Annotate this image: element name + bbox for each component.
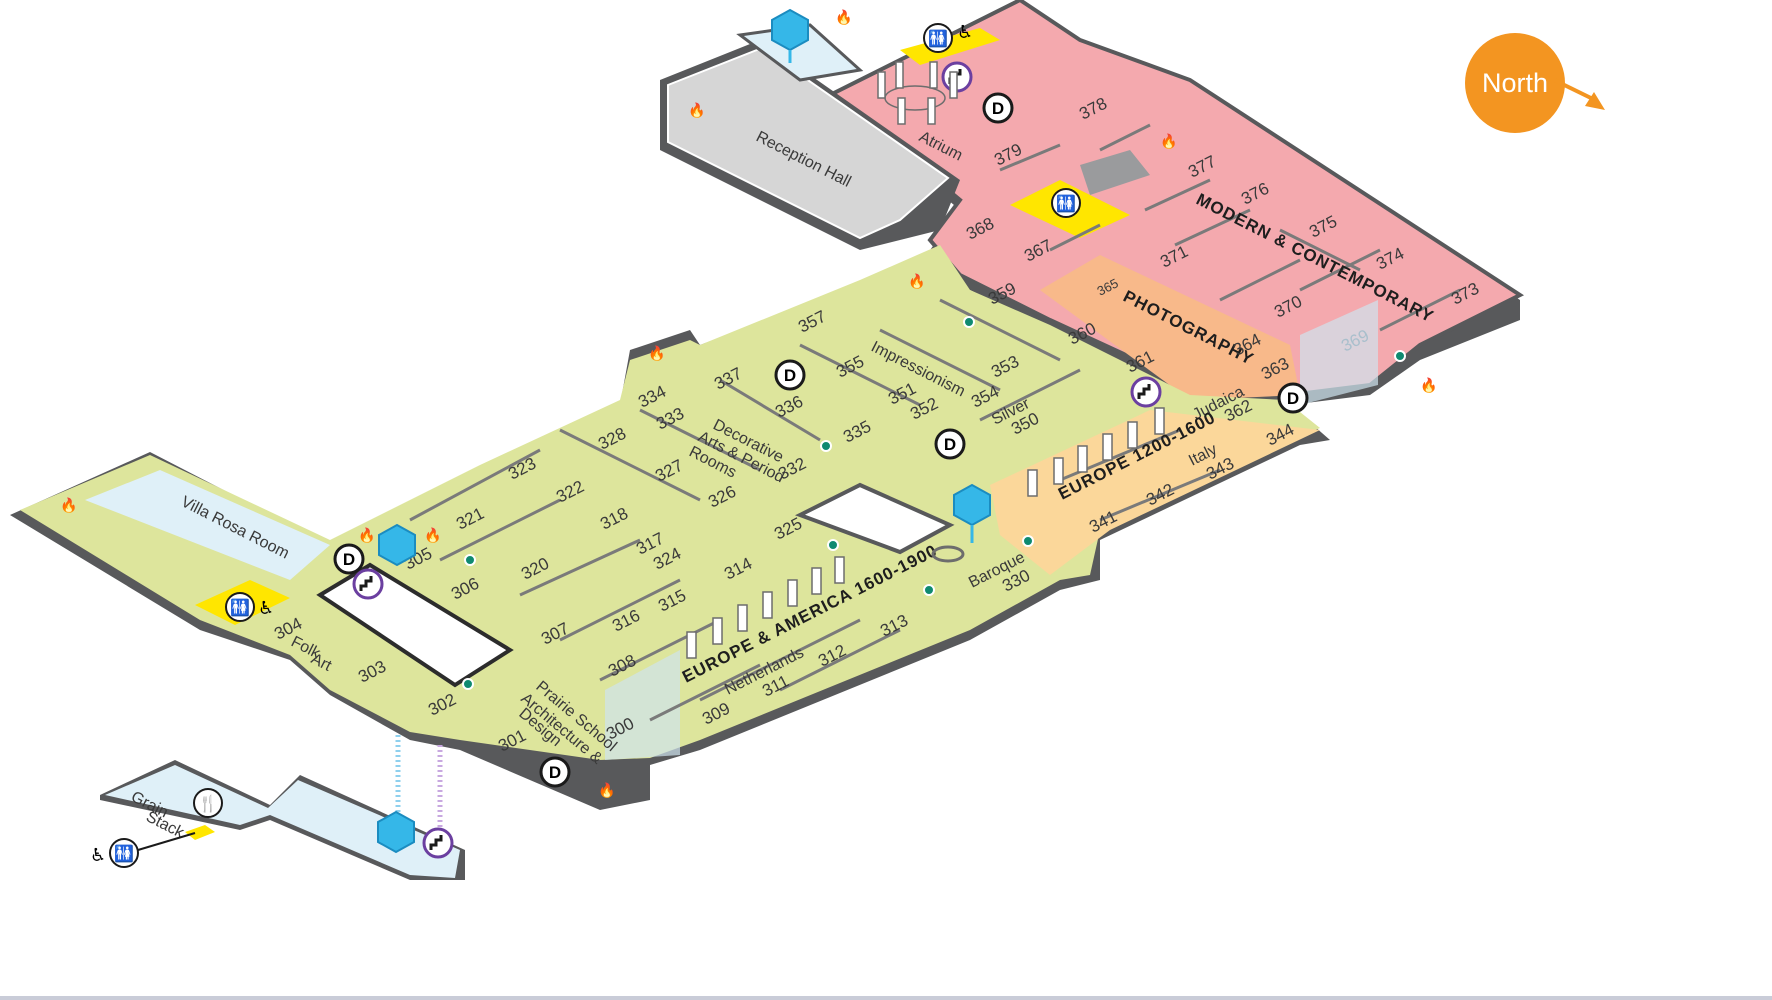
north-compass-badge: North (1465, 33, 1565, 133)
elevator-icons (377, 8, 991, 854)
elevator-icon[interactable] (377, 810, 415, 854)
svg-text:D: D (1287, 389, 1299, 408)
restroom-icons: 🚻 ♿ 🚻 🚻 ♿ 🚻 ♿ (90, 22, 1081, 868)
svg-text:D: D (992, 99, 1004, 118)
svg-text:🚻: 🚻 (928, 29, 948, 48)
svg-text:🍴: 🍴 (198, 794, 218, 813)
d-marker[interactable]: D (982, 92, 1014, 124)
restroom-icon[interactable]: 🚻 (923, 23, 953, 53)
svg-text:D: D (549, 763, 561, 782)
stairs-icon[interactable] (422, 827, 454, 859)
fire-icon: 🔥 (598, 782, 615, 799)
north-arrow-icon (1550, 78, 1605, 110)
glass-wall-300 (605, 650, 680, 760)
glass-wall-369 (1300, 300, 1378, 405)
europe-1200-zone (990, 410, 1320, 575)
reception-hall-block[interactable] (660, 23, 960, 250)
restroom-icon[interactable]: 🚻 (225, 592, 255, 622)
info-dot (1394, 350, 1406, 362)
info-dot (923, 584, 935, 596)
svg-text:🚻: 🚻 (114, 844, 134, 863)
rotunda (931, 545, 965, 563)
svg-text:D: D (784, 366, 796, 385)
svg-text:🚻: 🚻 (230, 598, 250, 617)
fire-icon: 🔥 (908, 273, 925, 290)
d-marker[interactable]: D (1277, 382, 1309, 414)
d-marker[interactable]: D (934, 428, 966, 460)
svg-text:D: D (944, 435, 956, 454)
d-marker[interactable]: D (539, 756, 571, 788)
elevator-icon[interactable] (378, 523, 416, 567)
dining-icon[interactable]: 🍴 (193, 788, 223, 818)
elevator-icon[interactable] (953, 483, 991, 543)
fire-icons: 🔥 🔥 🔥 🔥 🔥 🔥 🔥 🔥 🔥 🔥 (60, 9, 1437, 799)
restroom-icon[interactable]: 🚻 (109, 838, 139, 868)
info-dot (827, 539, 839, 551)
gray-service-core (1080, 150, 1150, 195)
villa-rosa-room[interactable] (85, 470, 330, 580)
info-dot (820, 440, 832, 452)
fire-icon: 🔥 (1160, 133, 1177, 150)
fire-icon: 🔥 (1420, 377, 1437, 394)
fire-icon: 🔥 (424, 527, 441, 544)
info-dot (963, 316, 975, 328)
north-label: North (1481, 67, 1549, 98)
bottom-rule (0, 996, 1772, 1000)
accessible-icon: ♿ (258, 598, 274, 619)
restroom-icon[interactable]: 🚻 (1051, 188, 1081, 218)
elevator-icon[interactable] (771, 8, 809, 63)
fire-icon: 🔥 (358, 527, 375, 544)
d-marker[interactable]: D (333, 543, 365, 575)
fire-icon: 🔥 (648, 345, 665, 362)
d-markers: D D D D D D (333, 92, 1309, 788)
svg-text:♿: ♿ (957, 22, 973, 43)
info-dot (464, 554, 476, 566)
fire-icon: 🔥 (835, 9, 852, 26)
info-dots (462, 316, 1406, 690)
atrium-columns (877, 61, 958, 125)
grain-stack-annex[interactable] (100, 760, 465, 880)
info-dot (1022, 535, 1034, 547)
stairs-icon[interactable] (1130, 376, 1162, 408)
accessible-icon: ♿ (957, 22, 973, 43)
svg-text:♿: ♿ (258, 598, 274, 619)
d-marker[interactable]: D (774, 359, 806, 391)
svg-text:🚻: 🚻 (1056, 194, 1076, 213)
svg-text:D: D (343, 550, 355, 569)
columns-europe-1200 (1027, 407, 1165, 497)
stairs-icon[interactable] (352, 568, 384, 600)
atrium-void (794, 482, 955, 555)
fire-icon: 🔥 (60, 497, 77, 514)
photography-zone (1040, 255, 1300, 400)
fire-icon: 🔥 (688, 102, 705, 119)
columns-europe-america (686, 556, 845, 659)
accessible-icon: ♿ (90, 845, 106, 866)
main-floor (10, 245, 1378, 810)
svg-text:♿: ♿ (90, 845, 106, 866)
info-dot (462, 678, 474, 690)
